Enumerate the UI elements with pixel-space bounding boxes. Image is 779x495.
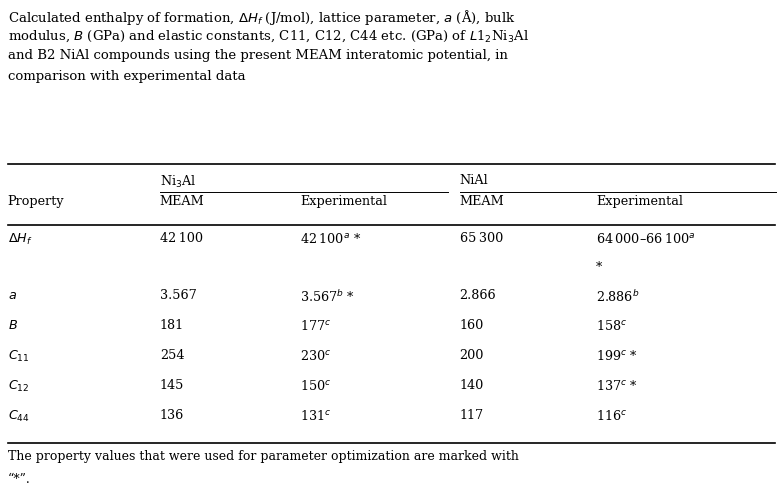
Text: 3.567: 3.567 [160, 289, 196, 302]
Text: 3.567$^b$ *: 3.567$^b$ * [300, 289, 354, 305]
Text: 200: 200 [460, 349, 484, 362]
Text: 2.886$^b$: 2.886$^b$ [596, 289, 640, 305]
Text: 145: 145 [160, 379, 184, 392]
Text: $a$: $a$ [8, 289, 17, 302]
Text: 254: 254 [160, 349, 184, 362]
Text: $C_{44}$: $C_{44}$ [8, 409, 30, 424]
Text: $C_{11}$: $C_{11}$ [8, 349, 30, 364]
Text: 131$^c$: 131$^c$ [300, 409, 331, 423]
Text: Calculated enthalpy of formation, $\Delta H_f$ (J/mol), lattice parameter, $a$ (: Calculated enthalpy of formation, $\Delt… [8, 8, 516, 27]
Text: 2.866: 2.866 [460, 289, 496, 302]
Text: Ni$_3$Al: Ni$_3$Al [160, 174, 196, 191]
Text: 158$^c$: 158$^c$ [596, 319, 627, 333]
Text: Property: Property [8, 195, 65, 208]
Text: comparison with experimental data: comparison with experimental data [8, 70, 245, 83]
Text: 137$^c$ *: 137$^c$ * [596, 379, 638, 393]
Text: 64 000–66 100$^a$: 64 000–66 100$^a$ [596, 232, 696, 246]
Text: 230$^c$: 230$^c$ [300, 349, 331, 363]
Text: 117: 117 [460, 409, 484, 422]
Text: *: * [596, 261, 602, 274]
Text: 136: 136 [160, 409, 184, 422]
Text: $C_{12}$: $C_{12}$ [8, 379, 29, 394]
Text: MEAM: MEAM [160, 195, 204, 208]
Text: modulus, $B$ (GPa) and elastic constants, C11, C12, C44 etc. (GPa) of $L$1$_2$Ni: modulus, $B$ (GPa) and elastic constants… [8, 29, 529, 44]
Text: and B2 NiAl compounds using the present MEAM interatomic potential, in: and B2 NiAl compounds using the present … [8, 50, 508, 62]
Text: $B$: $B$ [8, 319, 18, 332]
Text: 42 100: 42 100 [160, 232, 203, 245]
Text: 150$^c$: 150$^c$ [300, 379, 331, 393]
Text: 160: 160 [460, 319, 484, 332]
Text: 140: 140 [460, 379, 484, 392]
Text: “*”.: “*”. [8, 473, 30, 486]
Text: 177$^c$: 177$^c$ [300, 319, 331, 333]
Text: The property values that were used for parameter optimization are marked with: The property values that were used for p… [8, 450, 519, 463]
Text: NiAl: NiAl [460, 174, 488, 187]
Text: 199$^c$ *: 199$^c$ * [596, 349, 638, 363]
Text: 116$^c$: 116$^c$ [596, 409, 627, 423]
Text: Experimental: Experimental [596, 195, 683, 208]
Text: 65 300: 65 300 [460, 232, 503, 245]
Text: 181: 181 [160, 319, 184, 332]
Text: Experimental: Experimental [300, 195, 387, 208]
Text: $\Delta H_f$: $\Delta H_f$ [8, 232, 33, 247]
Text: 42 100$^a$ *: 42 100$^a$ * [300, 232, 361, 246]
Text: MEAM: MEAM [460, 195, 504, 208]
